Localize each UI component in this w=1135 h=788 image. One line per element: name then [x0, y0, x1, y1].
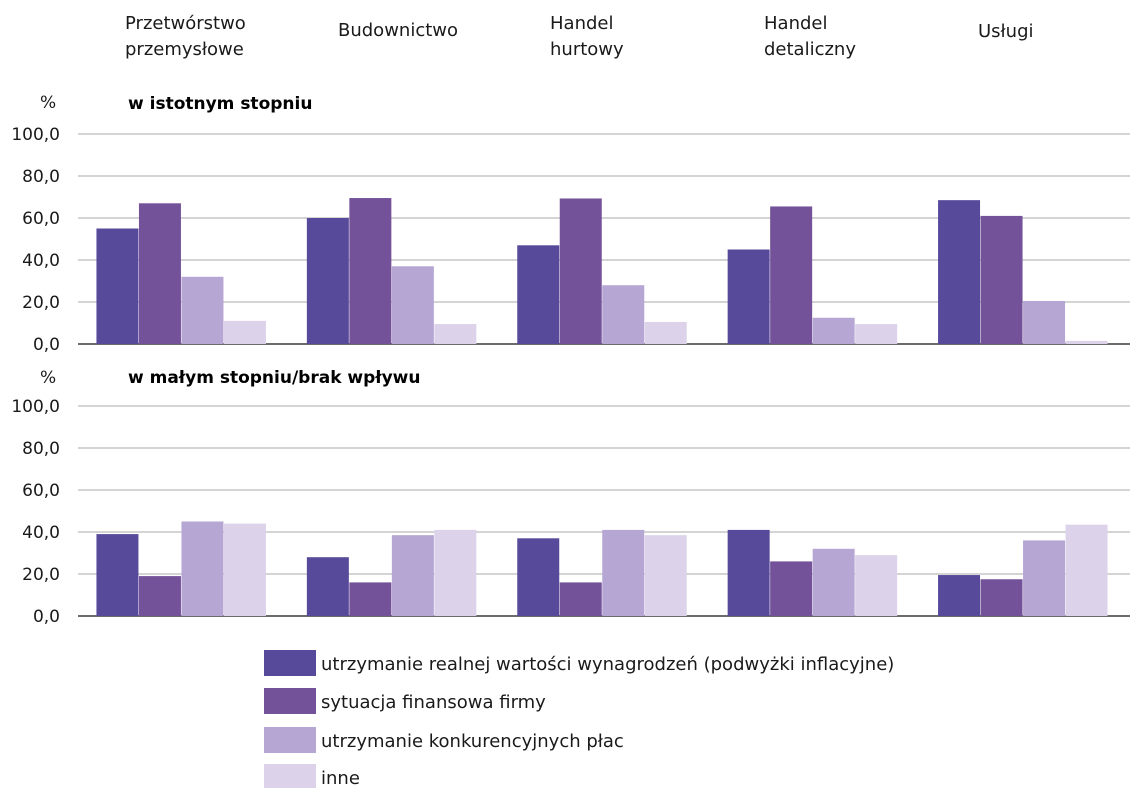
bar [181, 521, 224, 616]
unit-label: % [40, 368, 56, 388]
bar [855, 555, 898, 616]
bar [138, 576, 181, 616]
category-label: Usługi [978, 21, 1034, 42]
bar [1065, 524, 1108, 616]
bar [644, 321, 687, 344]
bar [96, 228, 139, 344]
bar [223, 320, 266, 344]
bar [855, 324, 898, 344]
legend-label: inne [321, 768, 360, 788]
panel-title: w małym stopniu/brak wpływu [128, 368, 421, 388]
y-tick-label: 80,0 [22, 167, 60, 187]
bar [391, 266, 434, 344]
y-tick-label: 40,0 [22, 251, 60, 271]
bar [517, 245, 560, 344]
bar [727, 249, 770, 344]
category-label: hurtowy [550, 39, 624, 60]
legend-label: utrzymanie realnej wartości wynagrodzeń … [321, 654, 894, 675]
legend-label: sytuacja finansowa firmy [321, 692, 546, 713]
y-tick-label: 0,0 [33, 335, 60, 355]
bar [1023, 540, 1066, 616]
bar [306, 218, 349, 344]
y-tick-label: 60,0 [22, 481, 60, 501]
bar [770, 561, 813, 616]
y-tick-label: 100,0 [11, 125, 60, 145]
legend-swatch [264, 650, 316, 676]
bar [938, 575, 981, 616]
panel-title: w istotnym stopniu [128, 94, 312, 114]
bar [559, 582, 602, 616]
bar [434, 529, 477, 616]
bar [727, 529, 770, 616]
y-tick-label: 80,0 [22, 439, 60, 459]
y-tick-label: 20,0 [22, 565, 60, 585]
bar [181, 276, 224, 344]
bar [96, 534, 139, 616]
legend-swatch [264, 764, 316, 788]
bar [517, 538, 560, 616]
bar [391, 535, 434, 616]
legend-swatch [264, 727, 316, 753]
bar [434, 324, 477, 344]
bar [1065, 340, 1108, 344]
category-label: Handel [550, 13, 613, 34]
legend-label: utrzymanie konkurencyjnych płac [321, 731, 624, 752]
legend-swatch [264, 688, 316, 714]
bar [602, 285, 645, 344]
bar [644, 535, 687, 616]
unit-label: % [40, 93, 56, 113]
category-label: Przetwórstwo [125, 13, 246, 34]
bar [1023, 300, 1066, 344]
bar [770, 206, 813, 344]
y-tick-label: 20,0 [22, 293, 60, 313]
bar [349, 198, 392, 344]
bar [223, 523, 266, 616]
bar [306, 557, 349, 616]
y-tick-label: 60,0 [22, 209, 60, 229]
bar [602, 529, 645, 616]
y-tick-label: 40,0 [22, 523, 60, 543]
category-label: detaliczny [764, 39, 856, 60]
bar [980, 579, 1023, 616]
category-label: Budownictwo [338, 20, 458, 41]
bar [938, 200, 981, 344]
bar [980, 215, 1023, 344]
category-label: przemysłowe [125, 39, 244, 60]
bar [349, 582, 392, 616]
bar [138, 203, 181, 344]
bar [812, 317, 855, 344]
category-label: Handel [764, 13, 827, 34]
bar [559, 198, 602, 344]
y-tick-label: 100,0 [11, 397, 60, 417]
bar [812, 548, 855, 616]
y-tick-label: 0,0 [33, 607, 60, 627]
